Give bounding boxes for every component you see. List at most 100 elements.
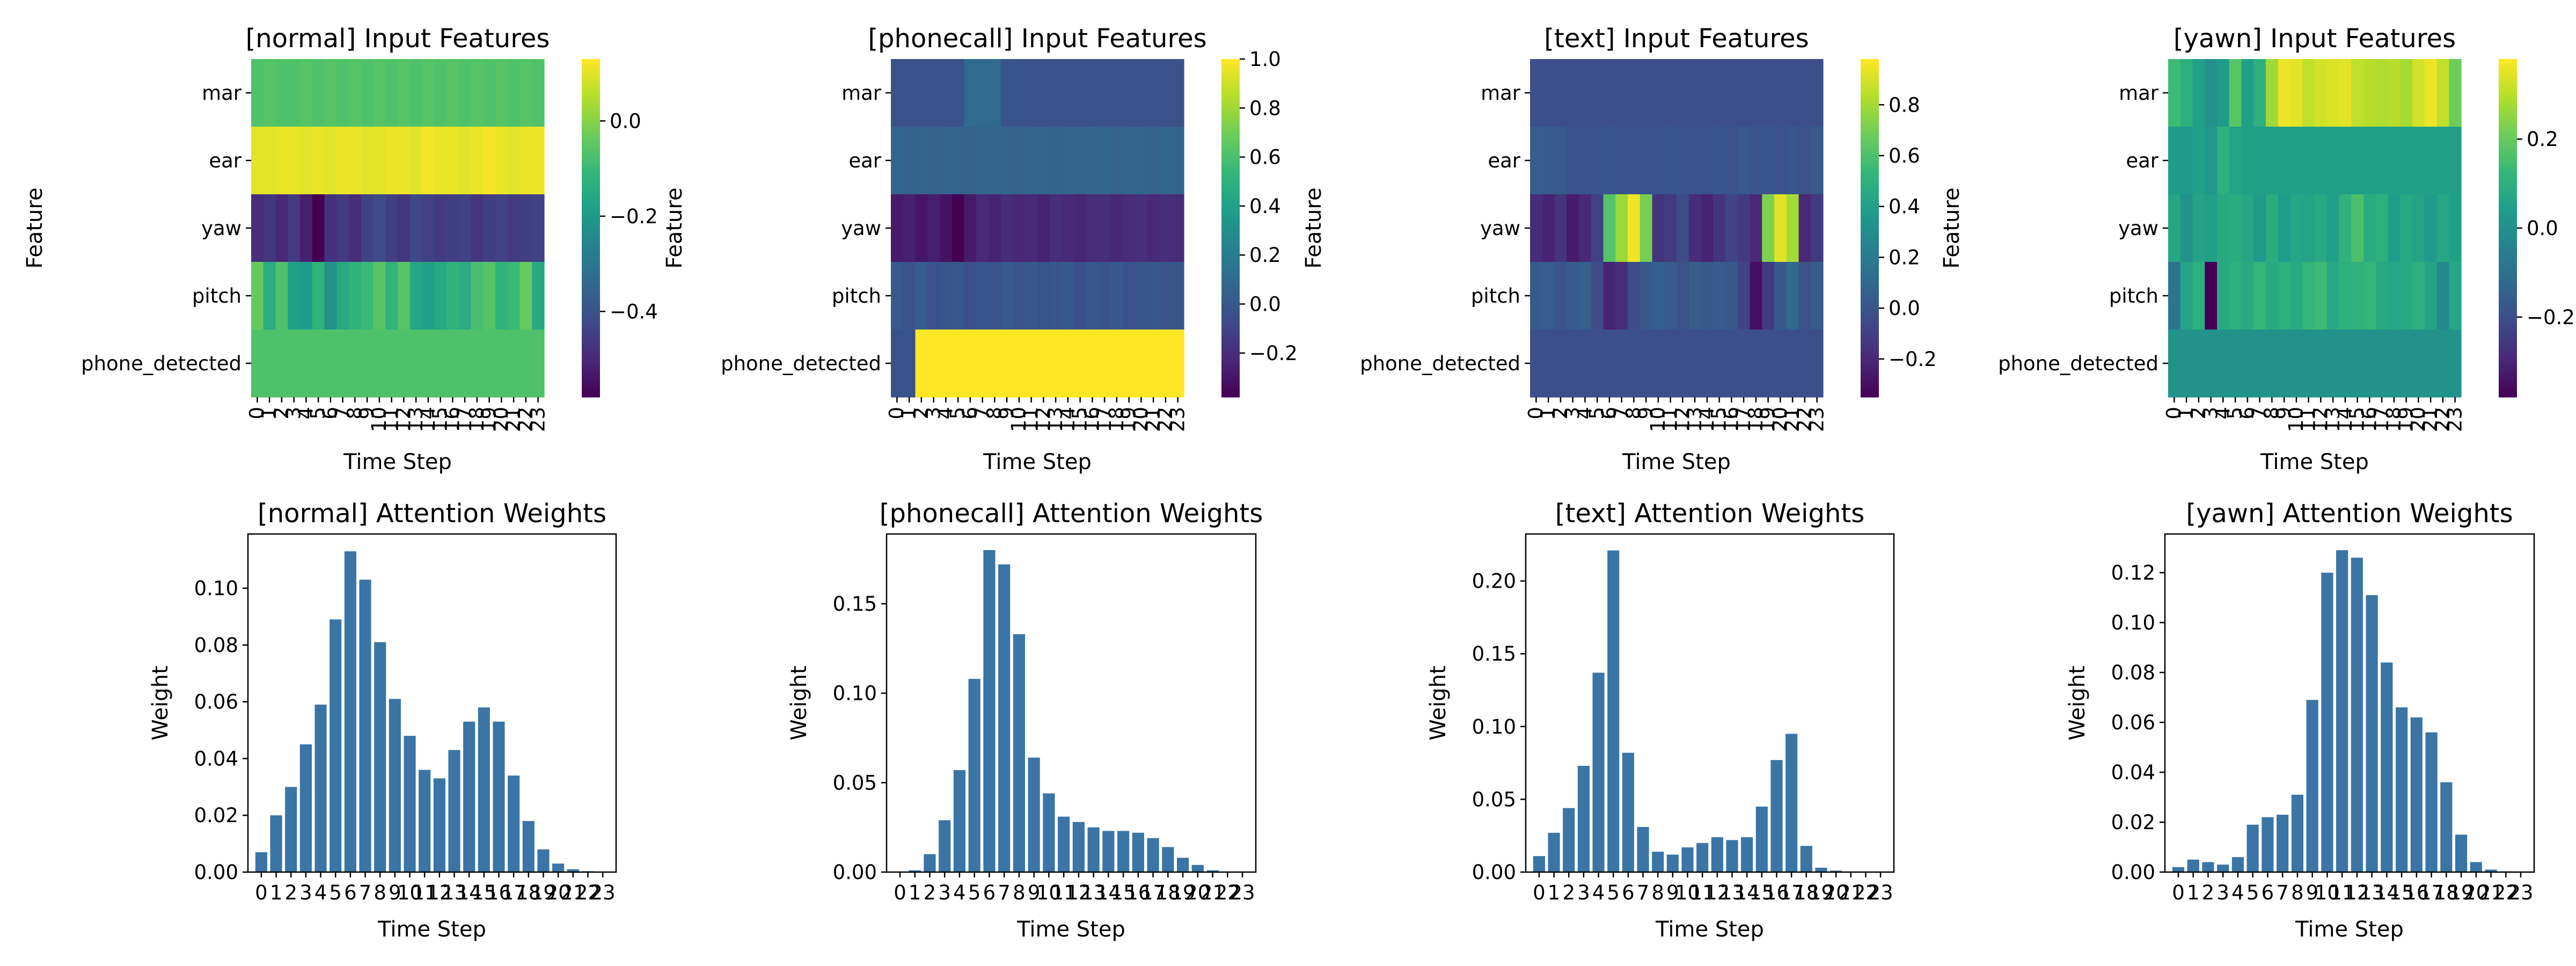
heatmap-cell <box>1688 194 1702 262</box>
colorbar-tick-label: 0.4 <box>1249 195 1281 218</box>
heatmap-cell <box>447 194 459 262</box>
colorbar-segment <box>2499 155 2517 158</box>
heatmap-cell <box>1579 194 1592 262</box>
colorbar-segment <box>1861 186 1879 189</box>
colorbar-segment <box>2499 180 2517 184</box>
colorbar-segment <box>582 363 600 367</box>
colorbar-segment <box>582 242 600 246</box>
colorbar-segment <box>1221 270 1240 274</box>
colorbar-segment <box>1861 377 1879 381</box>
heatmap-cell <box>915 330 928 398</box>
bar <box>1666 854 1679 872</box>
x-tick-label: 6 <box>344 881 357 904</box>
x-tick-label: 0 <box>255 881 268 904</box>
heatmap-cell <box>952 262 965 330</box>
bar <box>1013 634 1025 872</box>
heatmap-cell <box>2180 59 2193 127</box>
chart-title: [yawn] Attention Weights <box>2186 499 2513 529</box>
heatmap-cell <box>300 262 313 330</box>
colorbar-segment <box>1221 292 1240 296</box>
colorbar-tick-label: 0.0 <box>1249 293 1281 316</box>
heatmap-cell <box>1159 59 1172 127</box>
colorbar-segment <box>1861 123 1879 127</box>
colorbar-segment <box>1861 115 1879 119</box>
colorbar-segment <box>582 166 600 170</box>
colorbar-segment <box>1221 96 1240 99</box>
colorbar-segment <box>1861 357 1879 361</box>
colorbar-segment <box>1221 197 1240 201</box>
heatmap-cell <box>312 194 325 262</box>
heatmap-cell <box>989 127 1001 195</box>
x-tick-label: 5 <box>306 407 330 420</box>
x-tick-label: 13 <box>1719 881 1745 904</box>
x-tick-label: 14 <box>2333 407 2357 432</box>
heatmap-cell <box>263 59 276 127</box>
heatmap-cell <box>891 127 904 195</box>
heatmap-cell <box>1147 59 1160 127</box>
x-tick-label: 15 <box>1749 881 1774 904</box>
heatmap-cell <box>2339 127 2352 195</box>
colorbar-segment <box>582 183 600 186</box>
heatmap-cell <box>1762 330 1775 398</box>
x-tick-label: 8 <box>2291 881 2304 904</box>
colorbar-segment <box>582 292 600 296</box>
colorbar-segment <box>2499 383 2517 386</box>
colorbar-segment <box>1861 183 1879 186</box>
x-tick-label: 0 <box>2172 881 2185 904</box>
bar <box>2366 595 2378 872</box>
heatmap-cell <box>1811 194 1824 262</box>
colorbar-segment <box>582 310 600 313</box>
heatmap-cell <box>2436 262 2449 330</box>
heatmap-cell <box>2449 59 2462 127</box>
x-tick-label: 22 <box>2493 881 2519 904</box>
colorbar-segment <box>1221 104 1240 107</box>
colorbar-segment <box>1221 64 1240 68</box>
heatmap-cell <box>1135 262 1148 330</box>
heatmap-cell <box>1811 330 1824 398</box>
heatmap-cell <box>2412 330 2425 398</box>
heatmap-cell <box>1062 59 1074 127</box>
heatmap-cell <box>2424 330 2438 398</box>
colorbar-segment <box>2499 265 2517 268</box>
heatmap-cell <box>2326 330 2340 398</box>
x-tick-label: 20 <box>1185 881 1210 904</box>
heatmap-cell <box>1591 330 1604 398</box>
x-tick-label: 22 <box>1793 407 1816 432</box>
colorbar-segment <box>582 172 600 175</box>
colorbar-segment <box>1861 281 1879 285</box>
heatmap-cell <box>2388 127 2401 195</box>
heatmap-cell <box>324 330 337 398</box>
colorbar-segment <box>1221 310 1240 313</box>
heatmap-cell <box>2339 330 2352 398</box>
x-tick-label: 3 <box>2199 407 2222 420</box>
colorbar-segment <box>1861 386 1879 389</box>
heatmap-cell <box>2278 127 2291 195</box>
heatmap-cell <box>2217 194 2230 262</box>
y-tick-label: mar <box>1481 82 1521 105</box>
heatmap-cell <box>2241 262 2254 330</box>
heatmap-cell <box>2302 59 2315 127</box>
colorbar-segment <box>582 121 600 125</box>
heatmap-cell <box>1774 127 1787 195</box>
colorbar-segment <box>2499 298 2517 302</box>
heatmap-cell <box>1579 262 1592 330</box>
x-tick-label: 21 <box>1838 881 1863 904</box>
bar <box>1533 856 1545 872</box>
heatmap-cell <box>409 127 423 195</box>
heatmap-cell <box>940 194 953 262</box>
heatmap-cell <box>483 194 496 262</box>
colorbar-segment <box>1861 177 1879 181</box>
heatmap-cell <box>398 59 411 127</box>
x-tick-label: 17 <box>1140 881 1166 904</box>
heatmap-cell <box>2412 59 2425 127</box>
colorbar-segment <box>2499 239 2517 243</box>
colorbar-segment <box>1221 245 1240 248</box>
colorbar-segment <box>1221 135 1240 138</box>
colorbar-segment <box>2499 352 2517 355</box>
x-tick-label: 23 <box>1230 881 1255 904</box>
colorbar-segment <box>2499 107 2517 111</box>
heatmap-cell <box>1762 194 1775 262</box>
y-tick-label: pitch <box>192 284 241 308</box>
heatmap-cell <box>1123 262 1136 330</box>
